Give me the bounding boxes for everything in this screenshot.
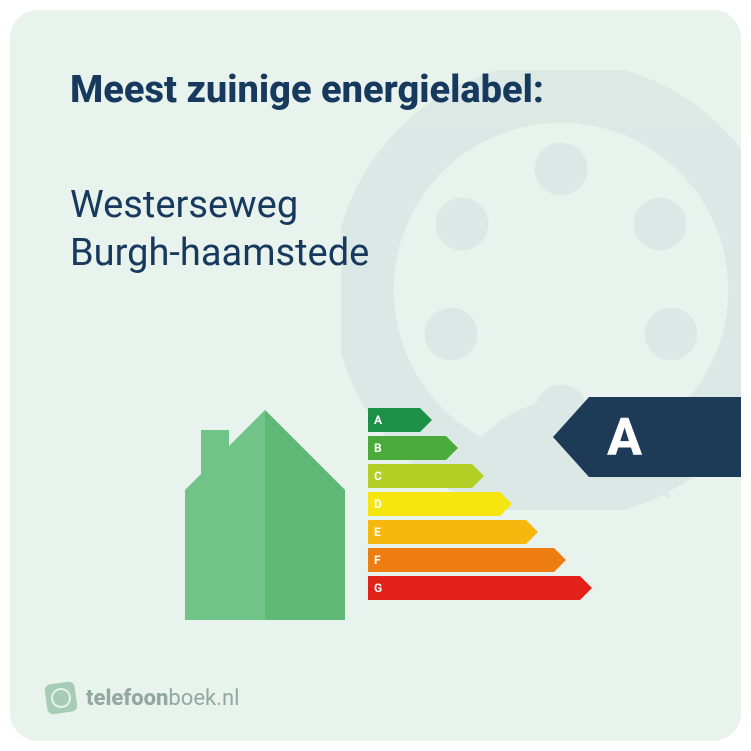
footer-brand-text: telefoonboek.nl	[86, 686, 239, 711]
energy-bar-shape: F	[368, 548, 554, 572]
house-shadow	[265, 410, 345, 620]
energy-bar-shape: E	[368, 520, 526, 544]
energy-bar-label: C	[374, 469, 382, 483]
energy-bar-f: F	[368, 548, 668, 572]
rating-indicator-arrow	[553, 397, 589, 477]
energy-bar-arrow	[446, 436, 458, 460]
energy-bar-arrow	[526, 520, 538, 544]
footer-brand-tld: .nl	[216, 686, 239, 711]
energy-bar-label: A	[374, 413, 382, 427]
energy-bar-arrow	[420, 408, 432, 432]
energy-bar-arrow	[472, 464, 484, 488]
energy-bar-label: F	[374, 553, 381, 567]
energy-label-card: Meest zuinige energielabel: Westerseweg …	[10, 10, 741, 741]
rating-letter: A	[607, 407, 642, 468]
house-icon	[165, 400, 365, 630]
rating-indicator: A	[553, 397, 741, 477]
footer-brand: telefoonboek.nl	[46, 683, 239, 713]
energy-bar-e: E	[368, 520, 668, 544]
energy-bar-arrow	[554, 548, 566, 572]
title: Meest zuinige energielabel:	[70, 68, 681, 112]
energy-bar-shape: C	[368, 464, 472, 488]
energy-bar-shape: A	[368, 408, 420, 432]
rating-indicator-body: A	[589, 397, 741, 477]
location-line-1: Westerseweg	[70, 182, 681, 230]
energy-bar-shape: G	[368, 576, 580, 600]
energy-bar-label: E	[374, 525, 381, 539]
location-line-2: Burgh-haamstede	[70, 230, 681, 278]
energy-bar-arrow	[580, 576, 592, 600]
footer-brand-light: boek	[168, 686, 216, 711]
energy-bar-shape: B	[368, 436, 446, 460]
energy-bar-arrow	[500, 492, 512, 516]
location-subtitle: Westerseweg Burgh-haamstede	[70, 182, 681, 277]
energy-bar-shape: D	[368, 492, 500, 516]
footer-phone-icon	[44, 681, 78, 715]
energy-bar-d: D	[368, 492, 668, 516]
energy-bar-label: G	[374, 581, 382, 595]
energy-bar-label: D	[374, 497, 382, 511]
footer-brand-bold: telefoon	[86, 686, 168, 711]
energy-bar-label: B	[374, 441, 382, 455]
energy-bar-g: G	[368, 576, 668, 600]
